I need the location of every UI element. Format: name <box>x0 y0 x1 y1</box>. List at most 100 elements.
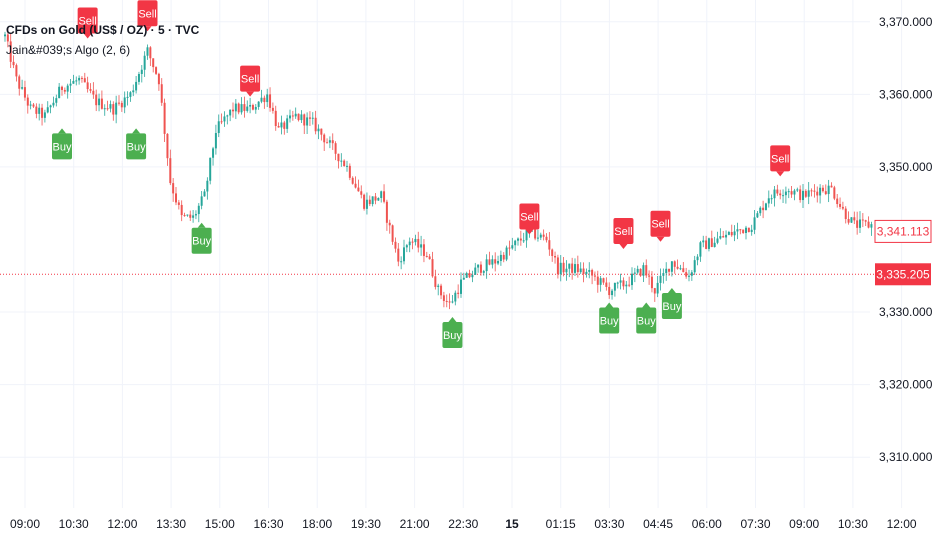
sell-signal-label: Sell <box>77 7 98 39</box>
signal-text: Buy <box>662 301 681 313</box>
candle-body <box>856 220 859 228</box>
candle-body <box>431 259 434 277</box>
time-tick-label: 16:30 <box>253 517 283 531</box>
candle-body <box>183 215 186 217</box>
candle-body <box>237 103 240 113</box>
candle-body <box>75 80 78 82</box>
candle-body <box>682 268 685 273</box>
candle-body <box>659 275 662 283</box>
signal-pointer <box>197 222 206 228</box>
candle-body <box>779 193 782 196</box>
candle-body <box>197 205 200 215</box>
candle-body <box>232 109 234 112</box>
candle-body <box>605 282 608 287</box>
candle-body <box>157 73 160 85</box>
candle-body <box>308 117 311 119</box>
candle-body <box>799 189 802 201</box>
candle-body <box>793 190 796 195</box>
candle-body <box>437 285 440 287</box>
candle-body <box>859 219 861 228</box>
signal-text: Buy <box>637 316 656 328</box>
candle-body <box>759 207 762 214</box>
candle-body <box>266 94 269 103</box>
candle-body <box>861 219 864 221</box>
signal-pointer <box>58 128 66 134</box>
candle-body <box>149 47 152 59</box>
candle-body <box>152 58 155 68</box>
candle-body <box>833 187 836 199</box>
candle-body <box>813 190 816 192</box>
symbol-title[interactable]: CFDs on Gold (US$ / OZ) · 5 · TVC <box>6 23 200 37</box>
candle-body <box>200 196 203 206</box>
candle-body <box>742 229 745 233</box>
candle-body <box>257 101 260 107</box>
candle-body <box>49 105 52 108</box>
candle-body <box>260 97 263 102</box>
candle-body <box>485 259 488 272</box>
candle-body <box>385 201 388 223</box>
candle-body <box>474 267 477 275</box>
candle-body <box>844 208 847 220</box>
candle-body <box>209 157 212 181</box>
candle-body <box>26 97 29 106</box>
candle-body <box>300 114 303 121</box>
buy-signal-label: Buy <box>599 302 620 334</box>
candle-body <box>408 241 411 246</box>
time-tick-label: 19:30 <box>351 517 381 531</box>
price-tick-label: 3,350.000 <box>879 160 932 174</box>
candle-body <box>351 177 354 184</box>
candle-body <box>371 196 374 205</box>
candle-body <box>522 240 525 242</box>
candle-body <box>192 215 195 218</box>
candle-body <box>146 47 149 56</box>
candle-body <box>243 104 246 111</box>
candle-body <box>602 278 605 283</box>
candle-body <box>628 284 631 286</box>
candle-body <box>428 256 431 260</box>
candle-body <box>517 238 519 241</box>
candle-body <box>662 273 665 276</box>
candle-body <box>611 290 614 296</box>
price-axis[interactable]: 3,370.000 3,360.000 3,350.000 3,330.000 3,32… <box>874 15 932 464</box>
time-axis[interactable]: 09:00 10:30 12:00 13:30 15:00 16:30 18:00 19:30… <box>10 517 917 531</box>
candle-body <box>730 232 733 236</box>
candle-body <box>585 271 588 274</box>
signal-markers: Sell Sell Sell Sell Sell Sell Sell Buy Buy Buy Buy… <box>52 0 791 349</box>
candle-body <box>35 106 38 114</box>
candle-body <box>306 117 309 126</box>
candle-body <box>420 244 423 248</box>
signal-text: Sell <box>241 74 259 86</box>
buy-signal-label: Buy <box>636 302 657 334</box>
candle-body <box>839 204 842 207</box>
signal-text: Buy <box>53 141 72 153</box>
candle-body <box>739 229 742 231</box>
candle-body <box>645 265 648 276</box>
signal-pointer <box>642 302 651 308</box>
candle-body <box>479 264 482 273</box>
candle-body <box>650 276 653 289</box>
candle-body <box>571 263 574 273</box>
signal-text: Sell <box>138 8 156 20</box>
candle-body <box>764 203 767 211</box>
candle-body <box>291 115 294 117</box>
candle-body <box>348 165 351 178</box>
candle-body <box>422 244 425 256</box>
signal-text: Buy <box>192 236 211 248</box>
candle-body <box>853 217 856 221</box>
candle-body <box>320 128 323 135</box>
candle-body <box>534 227 537 239</box>
indicator-label[interactable]: Jain&#039;s Algo (2, 6) <box>6 43 131 57</box>
candle-body <box>18 76 21 89</box>
buy-signal-label: Buy <box>442 317 463 349</box>
candle-body <box>126 96 129 98</box>
candle-body <box>403 247 405 262</box>
signal-box <box>240 65 261 92</box>
signal-pointer <box>448 317 457 323</box>
candle-body <box>827 185 830 195</box>
candle-body <box>462 277 465 280</box>
candle-body <box>668 268 671 272</box>
candle-body <box>120 102 123 108</box>
price-tick-label: 3,360.000 <box>879 87 932 101</box>
price-tick-label: 3,310.000 <box>879 450 932 464</box>
